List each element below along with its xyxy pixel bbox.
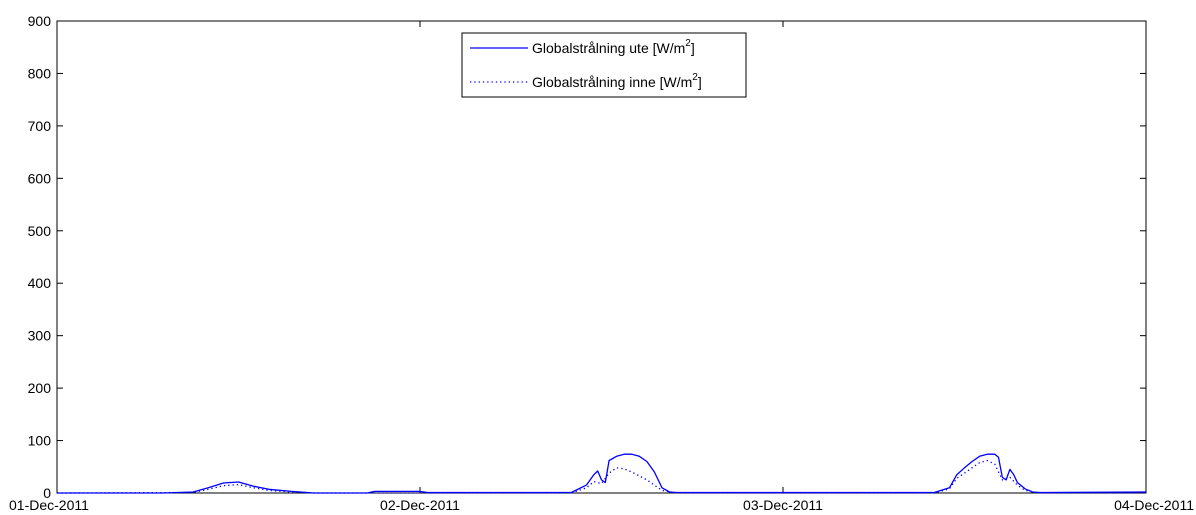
series-line-ute (57, 453, 1147, 494)
series-lines (56, 453, 1147, 494)
y-tick-label: 700 (28, 118, 52, 134)
legend-box (461, 32, 747, 98)
y-tick-label: 800 (28, 65, 52, 81)
legend-label-ute: Globalstrålning ute [W/m2] (532, 38, 695, 56)
legend: Globalstrålning ute [W/m2] Globalstrålni… (461, 32, 747, 98)
x-axis: 01-Dec-2011 02-Dec-2011 03-Dec-2011 04-Dec-… (9, 21, 1194, 513)
y-tick-label: 400 (28, 275, 52, 291)
x-tick-label: 04-Dec-2011 (1114, 497, 1194, 513)
x-tick-label: 02-Dec-2011 (380, 497, 460, 513)
plot-area (56, 20, 1147, 494)
y-tick-label: 200 (28, 380, 52, 396)
y-tick-label: 300 (28, 328, 52, 344)
x-tick-label: 03-Dec-2011 (743, 497, 823, 513)
legend-label-inne: Globalstrålning inne [W/m2] (532, 72, 702, 90)
y-tick-label: 0 (43, 485, 51, 501)
y-axis: 0 100 200 300 400 500 600 700 800 900 (28, 13, 1146, 501)
series-line-inne (56, 459, 1146, 494)
y-tick-label: 600 (28, 170, 52, 186)
x-tick-label: 01-Dec-2011 (9, 497, 89, 513)
y-tick-label: 100 (28, 433, 52, 449)
y-tick-label: 500 (28, 223, 52, 239)
y-tick-label: 900 (28, 13, 52, 29)
